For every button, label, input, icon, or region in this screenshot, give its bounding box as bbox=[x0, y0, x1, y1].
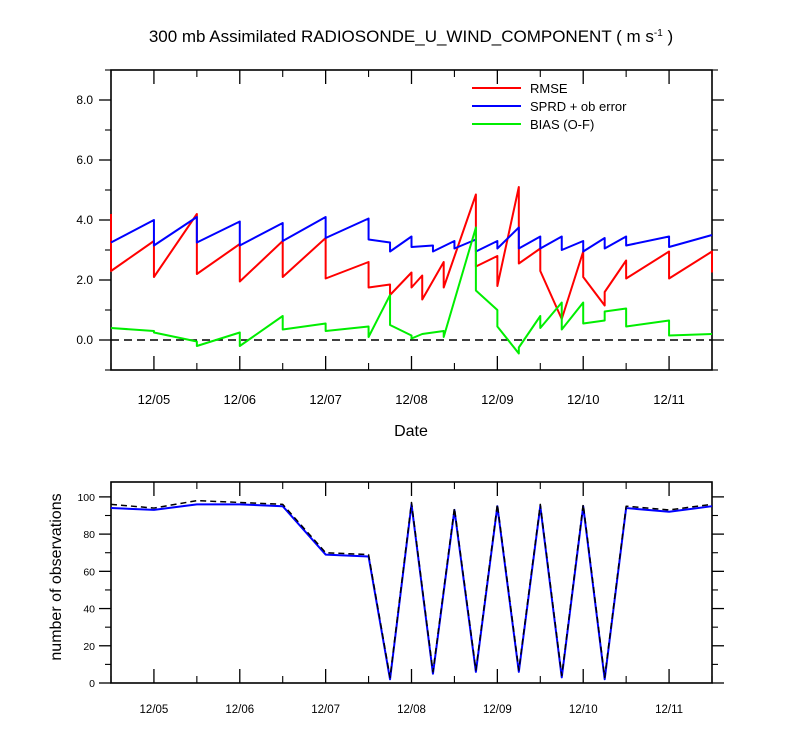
bottom-series-possible bbox=[110, 499, 713, 679]
bottom-y-tick-label: 0 bbox=[89, 678, 95, 690]
bottom-y-tick-label: 80 bbox=[83, 529, 95, 541]
bottom-x-tick-label: 12/08 bbox=[397, 704, 426, 716]
bottom-x-tick-label: 12/10 bbox=[569, 704, 598, 716]
bottom-x-tick-label: 12/06 bbox=[225, 704, 254, 716]
top-x-tick-label: 12/08 bbox=[395, 392, 428, 407]
top-series-sprd-ob-error bbox=[110, 216, 713, 253]
legend: RMSE SPRD + ob error BIAS (O-F) bbox=[472, 81, 627, 132]
y-axis-label-observations: number of observations bbox=[48, 493, 65, 660]
top-panel: 12/05 12/06 12/07 12/08 12/09 12/10 12/11 0.0 2.… bbox=[76, 69, 724, 440]
top-y-tick-label: 2.0 bbox=[76, 273, 93, 287]
chart-title: 300 mb Assimilated RADIOSONDE_U_WIND_COM… bbox=[149, 27, 673, 46]
legend-label: RMSE bbox=[530, 81, 568, 96]
top-y-tick-label: 6.0 bbox=[76, 153, 93, 167]
bottom-y-tick-label: 100 bbox=[77, 492, 95, 504]
legend-label: BIAS (O-F) bbox=[530, 117, 594, 132]
bottom-panel: 12/05 12/06 12/07 12/08 12/09 12/10 12/11 0 20 40… bbox=[48, 481, 724, 716]
bottom-y-tick-label: 60 bbox=[83, 566, 95, 578]
bottom-series-assimilated bbox=[110, 503, 713, 681]
top-series-group bbox=[110, 186, 713, 355]
bottom-y-tick-label: 20 bbox=[83, 641, 95, 653]
bottom-x-tick-label: 12/07 bbox=[311, 704, 340, 716]
bottom-series-group bbox=[110, 499, 713, 681]
top-y-tick-label: 0.0 bbox=[76, 333, 93, 347]
top-y-tick-label: 8.0 bbox=[76, 93, 93, 107]
top-x-tick-label: 12/06 bbox=[224, 392, 257, 407]
bottom-x-tick-label: 12/09 bbox=[483, 704, 512, 716]
legend-label: SPRD + ob error bbox=[530, 99, 627, 114]
bottom-y-tick-label: 40 bbox=[83, 604, 95, 616]
top-axis-ticks: 12/05 12/06 12/07 12/08 12/09 12/10 12/11 0.0 2.… bbox=[76, 69, 724, 407]
chart-title-end: ) bbox=[663, 27, 673, 46]
top-x-tick-label: 12/07 bbox=[309, 392, 342, 407]
top-series-rmse bbox=[110, 186, 713, 320]
top-series-bias-o-f bbox=[110, 226, 713, 355]
top-y-tick-label: 4.0 bbox=[76, 213, 93, 227]
chart-title-main: 300 mb Assimilated RADIOSONDE_U_WIND_COM… bbox=[149, 27, 654, 46]
top-x-tick-label: 12/11 bbox=[653, 392, 685, 407]
bottom-x-tick-label: 12/11 bbox=[655, 704, 683, 716]
top-x-tick-label: 12/05 bbox=[138, 392, 171, 407]
top-x-tick-label: 12/10 bbox=[567, 392, 600, 407]
bottom-axis-ticks: 12/05 12/06 12/07 12/08 12/09 12/10 12/11 0 20 40… bbox=[77, 482, 724, 716]
top-x-tick-label: 12/09 bbox=[481, 392, 514, 407]
chart-title-superscript: -1 bbox=[654, 28, 663, 39]
x-axis-label: Date bbox=[394, 423, 428, 440]
bottom-x-tick-label: 12/05 bbox=[140, 704, 169, 716]
top-plot-frame bbox=[110, 69, 713, 371]
